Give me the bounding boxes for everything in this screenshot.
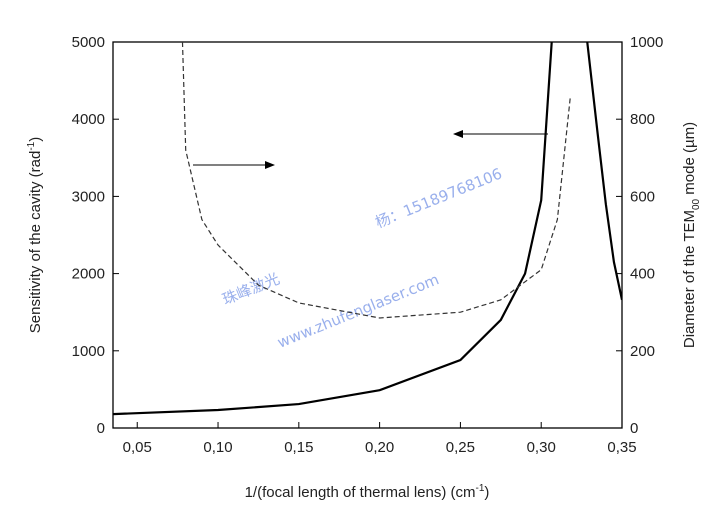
- y-tick-label: 2000: [72, 266, 105, 283]
- watermark-phone: 杨：15189768106: [373, 164, 505, 231]
- x-label-sup: -1: [476, 483, 485, 494]
- y2-label-text: Diameter of the TEM: [681, 210, 698, 348]
- y2-tick-label: 200: [630, 343, 655, 360]
- x-tick-label: 0,15: [284, 439, 313, 456]
- x-tick-label: 0,20: [365, 439, 394, 456]
- y-label-end: ): [27, 137, 44, 142]
- y2-tick-label: 0: [630, 420, 638, 437]
- x-axis-label: 1/(focal length of thermal lens) (cm-1): [245, 483, 490, 501]
- y-label-text: Sensitivity of the cavity (rad: [27, 151, 44, 334]
- y-tick-label: 1000: [72, 343, 105, 360]
- x-tick-label: 0,30: [527, 439, 556, 456]
- x-label-text: 1/(focal length of thermal lens) (cm: [245, 484, 476, 501]
- plot-frame: [112, 41, 623, 429]
- y-tick-label: 4000: [72, 111, 105, 128]
- y2-label-end: mode (µm): [681, 122, 698, 199]
- x-tick-label: 0,05: [123, 439, 152, 456]
- watermark-name: 珠峰激光: [220, 270, 282, 309]
- y2-tick-label: 600: [630, 188, 655, 205]
- x-tick-label: 0,25: [446, 439, 475, 456]
- y2-label-sub: 00: [691, 198, 702, 210]
- y-tick-label: 3000: [72, 188, 105, 205]
- y-tick-label: 5000: [72, 34, 105, 51]
- y-tick-label: 0: [97, 420, 105, 437]
- y2-tick-label: 800: [630, 111, 655, 128]
- x-tick-label: 0,35: [607, 439, 636, 456]
- y2-axis-label: Diameter of the TEM00 mode (µm): [681, 122, 702, 348]
- y-axis-label: Sensitivity of the cavity (rad-1): [26, 137, 44, 333]
- data-line: [113, 42, 622, 416]
- x-label-end: ): [484, 484, 489, 501]
- watermark-url: www.zhufenglaser.com: [275, 270, 442, 351]
- y-label-sup: -1: [26, 141, 37, 150]
- x-tick-label: 0,10: [203, 439, 232, 456]
- y2-tick-label: 400: [630, 266, 655, 283]
- y2-tick-label: 1000: [630, 34, 663, 51]
- data-line: [181, 42, 571, 319]
